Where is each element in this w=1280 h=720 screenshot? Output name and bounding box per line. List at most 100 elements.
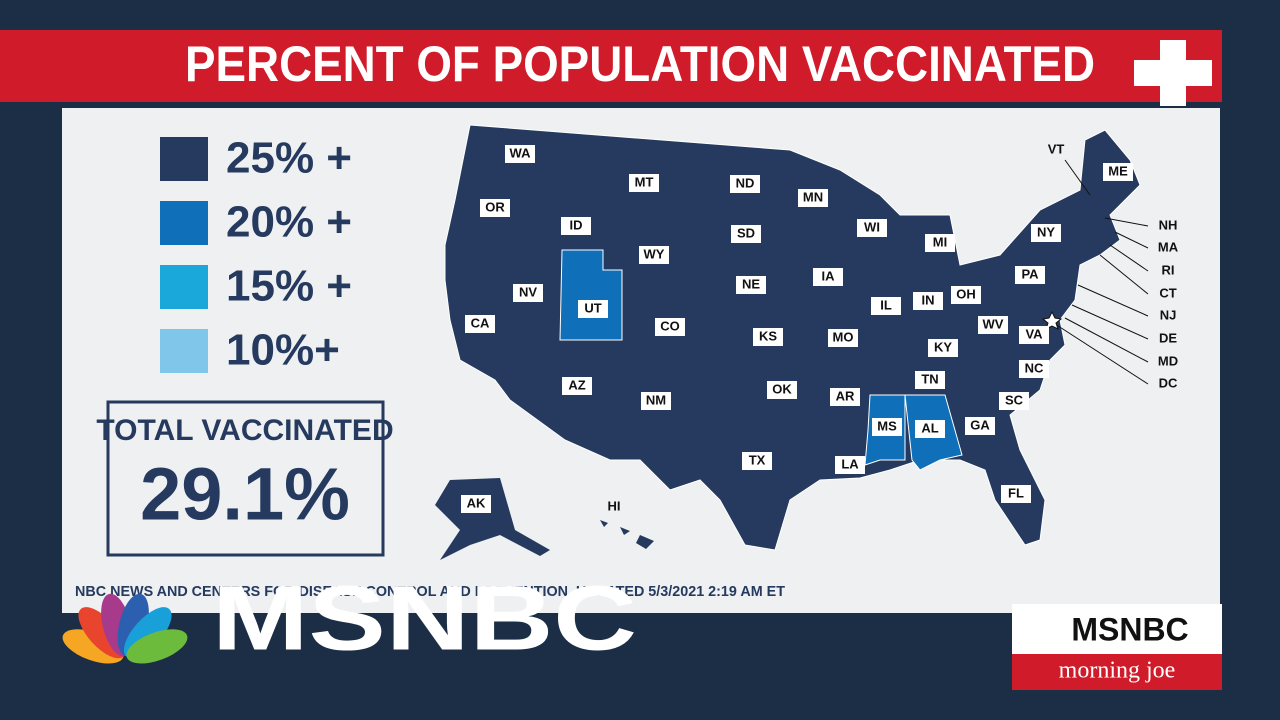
- legend-swatch: [160, 265, 208, 309]
- state-label: NY: [1037, 224, 1055, 239]
- state-label: ND: [736, 175, 755, 190]
- state-label-box: [480, 199, 510, 217]
- state-label: AZ: [568, 377, 585, 392]
- state-label-box: [1015, 266, 1045, 284]
- state-label-box: [857, 219, 887, 237]
- state-label: TN: [921, 371, 938, 386]
- state-label: OR: [485, 199, 505, 214]
- state-label-box: [925, 234, 955, 252]
- state-label: SC: [1005, 392, 1024, 407]
- state-label-box: [915, 371, 945, 389]
- legend-label: 15% +: [226, 262, 352, 311]
- state-label-box: [561, 217, 591, 235]
- state-label: OH: [956, 286, 976, 301]
- state-label: MS: [877, 418, 897, 433]
- state-label-box: [928, 339, 958, 357]
- state-label: DE: [1159, 330, 1177, 345]
- cross-icon: [1134, 40, 1212, 106]
- total-value: 29.1%: [140, 453, 350, 536]
- state-label: NH: [1159, 217, 1178, 232]
- state-label: NJ: [1160, 307, 1177, 322]
- state-label: NM: [646, 392, 666, 407]
- legend-label: 25% +: [226, 134, 352, 183]
- state-label: CT: [1159, 285, 1176, 300]
- state-label: CA: [471, 315, 490, 330]
- state-label-box: [1103, 163, 1133, 181]
- state-label-box: [915, 420, 945, 438]
- total-label: TOTAL VACCINATED: [96, 414, 393, 447]
- state-label-box: [753, 328, 783, 346]
- peacock-logo: [62, 593, 188, 664]
- legend-label: 10%+: [226, 326, 340, 375]
- state-label: WY: [644, 246, 665, 261]
- state-label-box: [641, 392, 671, 410]
- state-label-box: [736, 276, 766, 294]
- state-label-box: [830, 388, 860, 406]
- bug-network: MSNBC: [1071, 611, 1188, 647]
- state-label-box: [871, 297, 901, 315]
- state-label: SD: [737, 225, 755, 240]
- state-label: RI: [1162, 262, 1175, 277]
- bug-strip: [1012, 654, 1222, 690]
- feather: [126, 629, 188, 664]
- state-label-box: [655, 318, 685, 336]
- state-label: MD: [1158, 353, 1178, 368]
- state-label: MO: [833, 329, 854, 344]
- state-label: UT: [584, 300, 601, 315]
- bug-show: morning joe: [1059, 658, 1176, 684]
- hawaii-shape: [600, 520, 654, 549]
- state-label-box: [813, 268, 843, 286]
- state-label-box: [1031, 224, 1061, 242]
- state-label: GA: [970, 417, 990, 432]
- state-label: NE: [742, 276, 760, 291]
- state-label: DC: [1159, 375, 1178, 390]
- legend-swatch: [160, 201, 208, 245]
- state-label: ME: [1108, 163, 1128, 178]
- state-label: AR: [836, 388, 855, 403]
- us-map: [444, 124, 1141, 551]
- state-label: FL: [1008, 485, 1024, 500]
- source-note: NBC NEWS AND CENTERS FOR DISEASE CONTROL…: [75, 583, 785, 600]
- state-label-box: [835, 456, 865, 474]
- state-label-box: [465, 315, 495, 333]
- state-label: MN: [803, 189, 823, 204]
- state-label-box: [965, 417, 995, 435]
- state-label: NC: [1025, 360, 1044, 375]
- state-label-box: [461, 495, 491, 513]
- state-label: TX: [749, 452, 766, 467]
- capital-star: [1041, 310, 1063, 330]
- state-label: LA: [841, 456, 859, 471]
- leader-lines: [1051, 159, 1149, 385]
- state-label: CO: [660, 318, 680, 333]
- legend-swatch: [160, 329, 208, 373]
- state-label: IN: [922, 292, 935, 307]
- state-label-box: [798, 189, 828, 207]
- state-label: MT: [635, 174, 654, 189]
- legend-label: 20% +: [226, 198, 352, 247]
- title: PERCENT OF POPULATION VACCINATED: [185, 36, 1095, 92]
- state-label-box: [513, 284, 543, 302]
- state-label-box: [731, 225, 761, 243]
- state-label: NV: [519, 284, 537, 299]
- state-label: MI: [933, 234, 947, 249]
- state-label: MA: [1158, 239, 1179, 254]
- state-label-box: [872, 418, 902, 436]
- state-label: KS: [759, 328, 777, 343]
- state-label-box: [562, 377, 592, 395]
- state-label-box: [767, 381, 797, 399]
- state-label: KY: [934, 339, 952, 354]
- state-label-box: [730, 175, 760, 193]
- state-label-box: [639, 246, 669, 264]
- state-label: WI: [864, 219, 880, 234]
- legend-swatch: [160, 137, 208, 181]
- state-label: AK: [467, 495, 486, 510]
- state-label: IA: [822, 268, 836, 283]
- state-label: PA: [1021, 266, 1039, 281]
- state-label-box: [1019, 326, 1049, 344]
- state-label-box: [978, 316, 1008, 334]
- state-label-box: [742, 452, 772, 470]
- network-logo: MSNBC: [212, 567, 637, 669]
- state-label-box: [999, 392, 1029, 410]
